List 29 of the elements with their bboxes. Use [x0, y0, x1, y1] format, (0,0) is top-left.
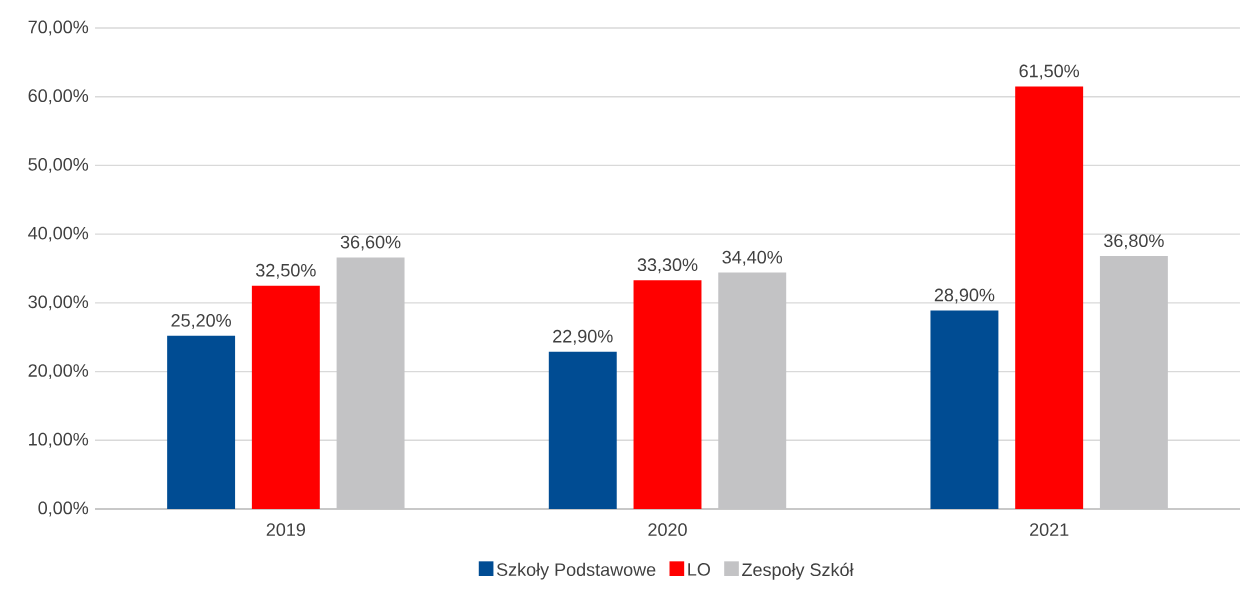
x-tick-label: 2019: [266, 523, 305, 536]
y-tick-label: 0,00%: [38, 501, 89, 517]
y-tick-label: 60,00%: [28, 89, 89, 105]
bar: [167, 335, 236, 509]
y-tick-label: 20,00%: [28, 364, 89, 379]
data-label: 34,40%: [722, 250, 783, 266]
bar: [930, 310, 999, 509]
x-tick-label: 2020: [648, 523, 687, 536]
bar: [251, 285, 320, 509]
legend-label: Zespoły Szkół: [742, 562, 854, 580]
x-tick-label: 2021: [1030, 523, 1069, 536]
data-label: 32,50%: [256, 263, 316, 279]
data-label: 25,20%: [171, 314, 231, 329]
data-label: 28,90%: [934, 288, 995, 304]
data-label: 36,60%: [340, 235, 401, 251]
data-label: 22,90%: [553, 329, 613, 345]
y-tick-label: 70,00%: [28, 20, 89, 36]
bar: [1015, 86, 1084, 509]
y-tick-label: 50,00%: [28, 157, 89, 173]
bar: [548, 351, 617, 509]
y-tick-label: 10,00%: [29, 432, 89, 448]
data-label: 33,30%: [637, 258, 698, 274]
data-label: 61,50%: [1019, 64, 1080, 80]
y-tick-label: 30,00%: [28, 295, 89, 311]
data-label: 36,80%: [1104, 234, 1164, 250]
bar: [633, 280, 702, 509]
y-tick-label: 40,00%: [28, 226, 89, 242]
legend-label: Szkoły Podstawowe: [496, 562, 656, 580]
legend-label: LO: [688, 563, 710, 576]
